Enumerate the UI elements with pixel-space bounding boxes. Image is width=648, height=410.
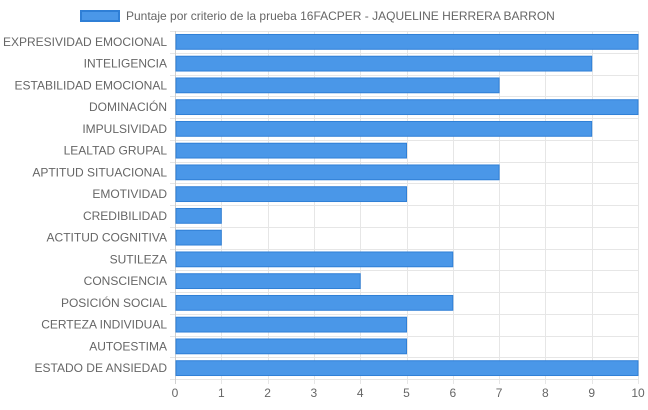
bar bbox=[175, 360, 639, 377]
x-tick-label: 5 bbox=[403, 386, 410, 400]
x-tick-label: 1 bbox=[218, 386, 225, 400]
y-tick-label: SUTILEZA bbox=[110, 252, 167, 266]
bar bbox=[175, 120, 593, 137]
bar bbox=[175, 77, 500, 94]
x-tick-label: 3 bbox=[311, 386, 318, 400]
x-tick-label: 10 bbox=[631, 386, 645, 400]
y-tick-label: LEALTAD GRUPAL bbox=[64, 144, 168, 158]
x-tick-label: 6 bbox=[449, 386, 456, 400]
bar bbox=[175, 164, 500, 181]
x-tick-label: 9 bbox=[588, 386, 595, 400]
y-tick-label: CREDIBILIDAD bbox=[83, 209, 167, 223]
bar bbox=[175, 186, 407, 203]
y-tick-label: AUTOESTIMA bbox=[89, 339, 167, 353]
bar bbox=[175, 99, 639, 116]
bar bbox=[175, 55, 593, 72]
x-tick-label: 8 bbox=[542, 386, 549, 400]
legend-swatch bbox=[80, 10, 120, 22]
x-tick-label: 7 bbox=[496, 386, 503, 400]
bar bbox=[175, 316, 407, 333]
bar bbox=[175, 207, 222, 224]
y-tick-label: IMPULSIVIDAD bbox=[82, 122, 167, 136]
x-tick-label: 0 bbox=[172, 386, 179, 400]
y-tick-label: APTITUD SITUACIONAL bbox=[32, 165, 167, 179]
y-tick-label: ACTITUD COGNITIVA bbox=[47, 231, 167, 245]
y-tick-label: ESTABILIDAD EMOCIONAL bbox=[15, 78, 168, 92]
bar bbox=[175, 273, 361, 290]
legend-label: Puntaje por criterio de la prueba 16FACP… bbox=[126, 9, 555, 23]
y-tick-label: CONSCIENCIA bbox=[84, 274, 167, 288]
chart-legend[interactable]: Puntaje por criterio de la prueba 16FACP… bbox=[80, 7, 555, 25]
y-tick-label: CERTEZA INDIVIDUAL bbox=[41, 318, 167, 332]
bar bbox=[175, 142, 407, 159]
y-tick-label: POSICIÓN SOCIAL bbox=[61, 295, 167, 310]
bar bbox=[175, 338, 407, 355]
y-tick-label: INTELIGENCIA bbox=[84, 57, 167, 71]
x-tick-label: 2 bbox=[264, 386, 271, 400]
y-tick-label: DOMINACIÓN bbox=[89, 99, 167, 114]
bar bbox=[175, 294, 454, 311]
bar bbox=[175, 33, 639, 50]
y-tick-label: EMOTIVIDAD bbox=[92, 187, 167, 201]
x-tick-label: 4 bbox=[357, 386, 364, 400]
y-tick-label: EXPRESIVIDAD EMOCIONAL bbox=[3, 35, 167, 49]
y-tick-label: ESTADO DE ANSIEDAD bbox=[35, 361, 168, 375]
bar bbox=[175, 229, 222, 246]
bar bbox=[175, 251, 454, 268]
